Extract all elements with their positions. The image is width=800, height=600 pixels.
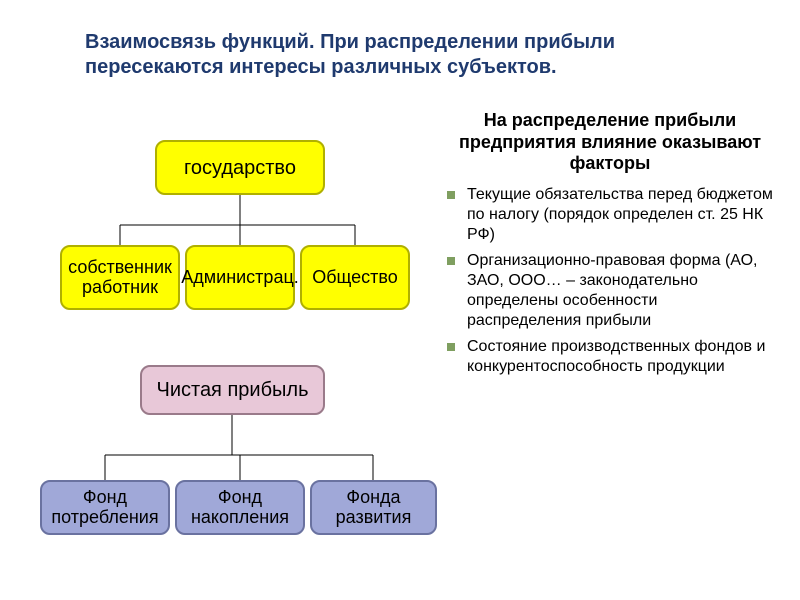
right-column: На распределение прибыли предприятия вли… <box>445 110 775 383</box>
slide-title: Взаимосвязь функций. При распределении п… <box>85 30 705 80</box>
factor-item: Организационно-правовая форма (АО, ЗАО, … <box>467 251 775 331</box>
right-heading: На распределение прибыли предприятия вли… <box>445 110 775 175</box>
factor-item: Состояние производственных фондов и конк… <box>467 337 775 377</box>
node-adm: Администрац. <box>185 245 295 310</box>
factor-list: Текущие обязательства перед бюджетом по … <box>445 185 775 377</box>
node-fcons: Фонд потребления <box>40 480 170 535</box>
diagram-area: государство собственник работникАдминистр… <box>40 120 440 560</box>
factor-item: Текущие обязательства перед бюджетом по … <box>467 185 775 245</box>
node-soc: Общество <box>300 245 410 310</box>
node-fdev: Фонда развития <box>310 480 437 535</box>
node-own: собственник работник <box>60 245 180 310</box>
node-net: Чистая прибыль <box>140 365 325 415</box>
node-gov: государство <box>155 140 325 195</box>
node-facc: Фонд накопления <box>175 480 305 535</box>
